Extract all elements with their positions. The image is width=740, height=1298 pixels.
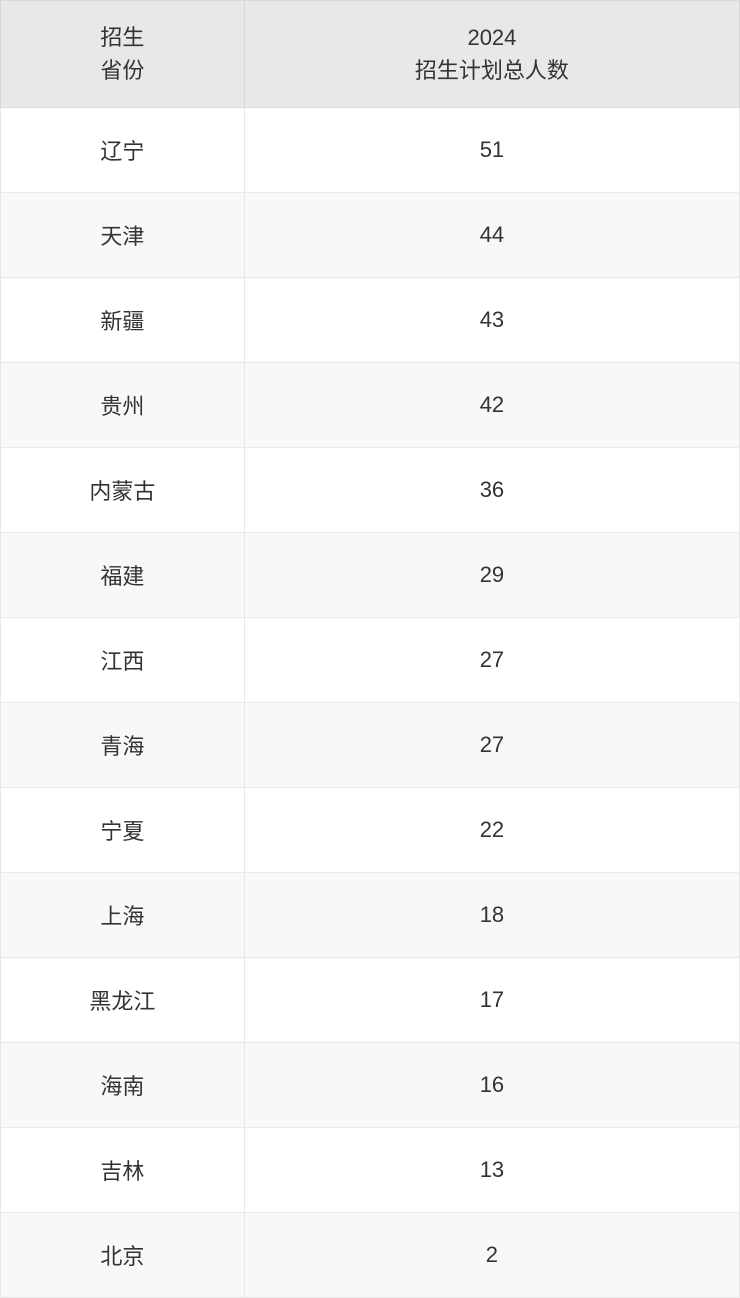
cell-count: 36	[244, 448, 739, 533]
cell-count: 44	[244, 193, 739, 278]
cell-province: 福建	[1, 533, 245, 618]
column-header-province-line2: 省份	[100, 58, 144, 83]
cell-count: 27	[244, 618, 739, 703]
table-header: 招生 省份 2024 招生计划总人数	[1, 1, 740, 108]
cell-province: 宁夏	[1, 788, 245, 873]
table-row: 贵州42	[1, 363, 740, 448]
column-header-count-line1: 2024	[467, 25, 516, 50]
cell-count: 42	[244, 363, 739, 448]
cell-count: 18	[244, 873, 739, 958]
table-row: 吉林13	[1, 1128, 740, 1213]
table-row: 海南16	[1, 1043, 740, 1128]
table-row: 内蒙古36	[1, 448, 740, 533]
cell-province: 辽宁	[1, 108, 245, 193]
cell-province: 吉林	[1, 1128, 245, 1213]
column-header-province-line1: 招生	[100, 25, 144, 50]
table-row: 福建29	[1, 533, 740, 618]
cell-count: 29	[244, 533, 739, 618]
cell-count: 17	[244, 958, 739, 1043]
table-row: 青海27	[1, 703, 740, 788]
column-header-count-line2: 招生计划总人数	[415, 58, 569, 83]
table-row: 天津44	[1, 193, 740, 278]
cell-province: 江西	[1, 618, 245, 703]
cell-province: 天津	[1, 193, 245, 278]
cell-count: 43	[244, 278, 739, 363]
cell-count: 16	[244, 1043, 739, 1128]
cell-count: 51	[244, 108, 739, 193]
table-row: 新疆43	[1, 278, 740, 363]
cell-province: 黑龙江	[1, 958, 245, 1043]
cell-count: 27	[244, 703, 739, 788]
table-row: 上海18	[1, 873, 740, 958]
cell-province: 上海	[1, 873, 245, 958]
column-header-count: 2024 招生计划总人数	[244, 1, 739, 108]
enrollment-table: 招生 省份 2024 招生计划总人数 辽宁51天津44新疆43贵州42内蒙古36…	[0, 0, 740, 1298]
column-header-province: 招生 省份	[1, 1, 245, 108]
table-row: 宁夏22	[1, 788, 740, 873]
cell-province: 海南	[1, 1043, 245, 1128]
cell-province: 新疆	[1, 278, 245, 363]
table-row: 黑龙江17	[1, 958, 740, 1043]
table-row: 北京2	[1, 1213, 740, 1298]
cell-count: 13	[244, 1128, 739, 1213]
cell-count: 2	[244, 1213, 739, 1298]
cell-province: 北京	[1, 1213, 245, 1298]
cell-province: 贵州	[1, 363, 245, 448]
table-row: 辽宁51	[1, 108, 740, 193]
table-body: 辽宁51天津44新疆43贵州42内蒙古36福建29江西27青海27宁夏22上海1…	[1, 108, 740, 1298]
table-row: 江西27	[1, 618, 740, 703]
cell-province: 内蒙古	[1, 448, 245, 533]
cell-province: 青海	[1, 703, 245, 788]
cell-count: 22	[244, 788, 739, 873]
